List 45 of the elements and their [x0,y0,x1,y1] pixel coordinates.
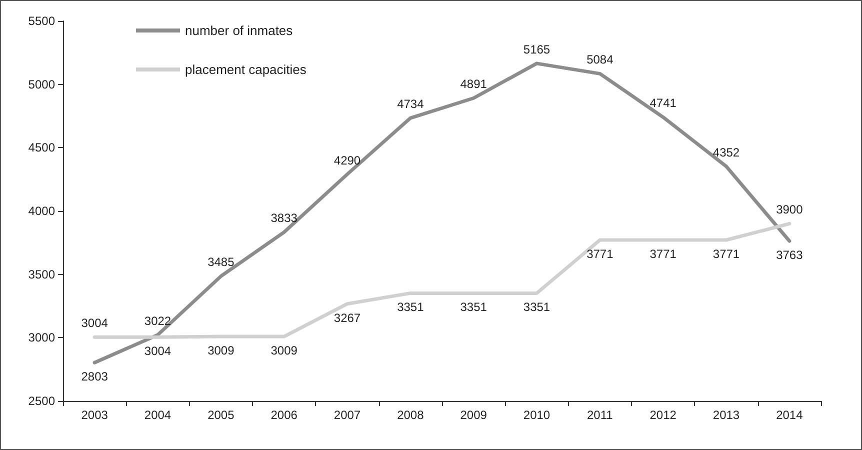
data-label: 3022 [144,314,172,328]
data-label: 3771 [712,247,740,262]
x-tick-label: 2007 [334,408,361,422]
data-label: 3009 [208,344,235,358]
data-label: 3009 [270,344,298,358]
x-tick-label: 2008 [397,408,424,422]
y-tick-label: 3000 [28,330,56,345]
data-label: 4891 [460,77,488,92]
y-tick-label: 3500 [28,267,56,282]
x-tick-label: 2011 [587,408,614,422]
legend-label: number of inmates [185,23,294,38]
data-label: 4352 [712,145,740,160]
legend-label: placement capacities [185,62,307,77]
y-tick-label: 5000 [28,77,56,92]
data-label: 3351 [397,300,424,314]
x-tick-label: 2004 [144,408,172,422]
x-tick-label: 2005 [208,408,235,422]
data-label: 3833 [270,211,298,226]
y-tick-label: 4500 [28,140,56,155]
data-label: 5084 [586,52,614,67]
data-label: 3771 [586,247,614,262]
data-label: 4290 [334,153,361,168]
x-tick-label: 2009 [460,408,488,422]
data-label: 4741 [650,96,677,110]
data-label: 3004 [81,316,108,330]
y-tick-label: 4000 [28,204,56,218]
data-label: 3351 [523,300,550,314]
x-tick-label: 2014 [776,408,804,422]
data-label: 3900 [776,202,804,217]
data-label: 3004 [144,344,172,358]
data-label: 3763 [776,248,804,262]
x-tick-label: 2012 [650,408,677,422]
x-tick-label: 2013 [712,408,740,422]
x-tick-label: 2003 [81,408,108,422]
x-tick-label: 2010 [523,408,550,422]
data-label: 5165 [523,42,550,56]
data-label: 4734 [397,97,424,112]
y-tick-label: 2500 [28,394,56,408]
data-label: 3485 [208,255,235,270]
data-label: 3771 [650,247,677,262]
data-label: 2803 [81,370,108,384]
x-tick-label: 2006 [270,408,298,422]
y-tick-label: 5500 [28,14,56,28]
data-label: 3351 [460,300,488,314]
data-label: 3267 [334,310,361,325]
